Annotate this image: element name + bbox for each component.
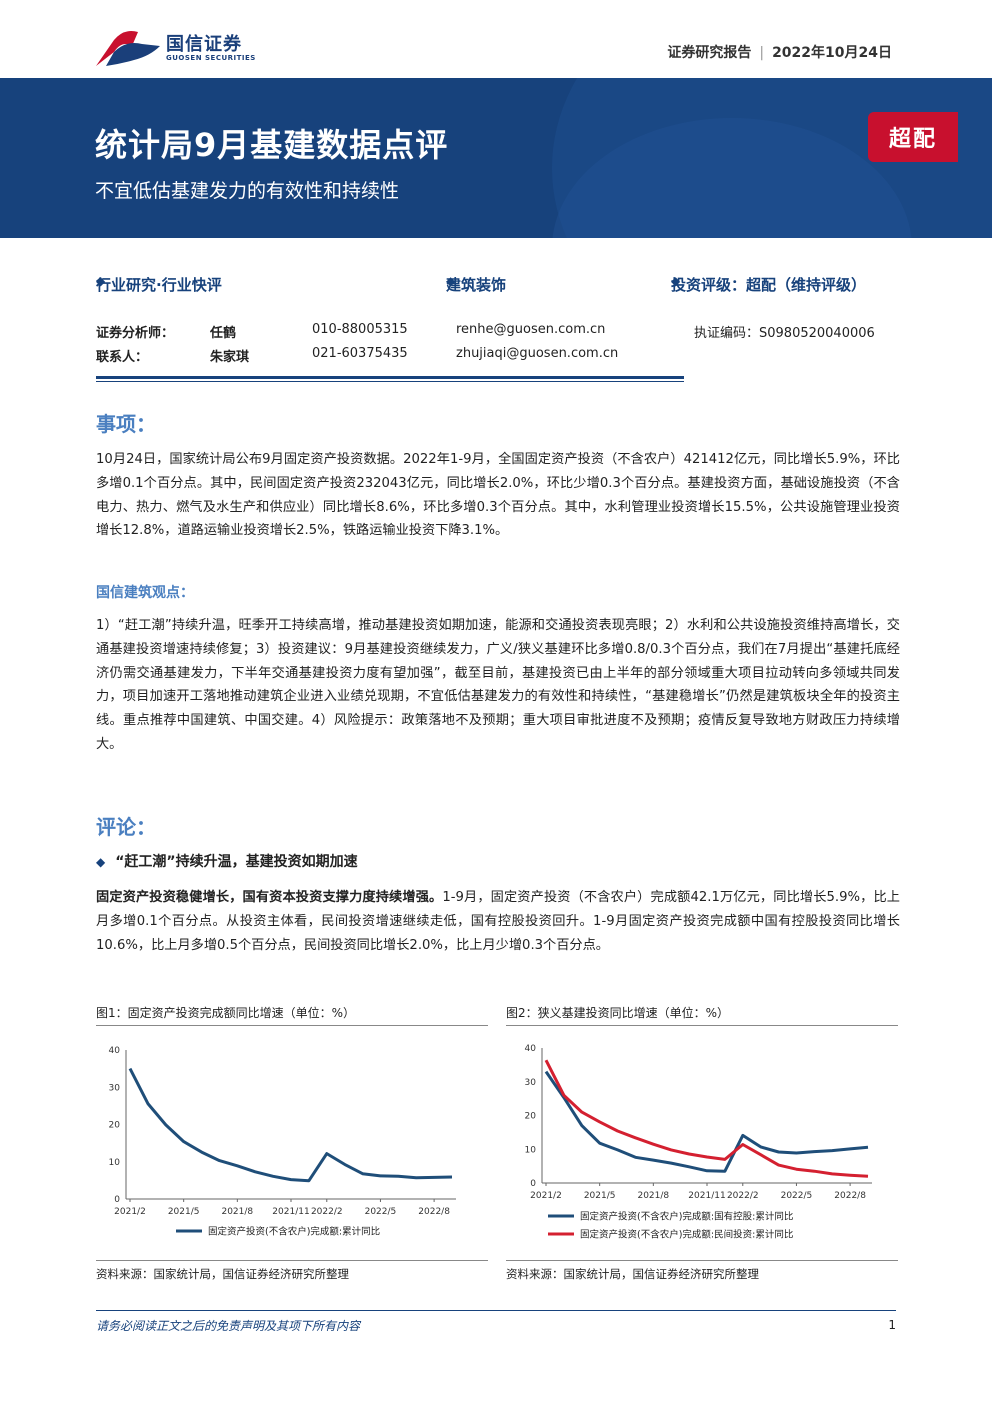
y-tick-label: 20 [109,1121,121,1131]
figure2-box: 0 10 20 30 40 2021/2 2021/5 2021/8 2021/11 2022/2… [506,1025,898,1261]
legend-label-1: 固定资产投资(不含农户)完成额:民间投资:累计同比 [580,1229,793,1241]
figure2-chart: 0 10 20 30 40 2021/2 2021/5 2021/8 2021/11 2022/2… [525,1044,872,1241]
view-heading: 国信建筑观点： [96,585,194,601]
comment-lead: 固定资产投资稳健增长，国有资本投资支撑力度持续增强。 [96,890,443,905]
analyst-name: 任鹤 [210,326,237,341]
analyst-phone: 010-88005315 [312,322,408,337]
report-tag: 证券研究报告 | 2022年10月24日 [667,42,892,62]
contact-row: 联系人： 朱家琪 021-60375435 zhujiaqi@guosen.co… [96,346,896,365]
y-tick-label: 10 [525,1145,537,1155]
diamond-icon: ◆ [671,274,681,288]
event-paragraph: 10月24日，国家统计局公布9月固定资产投资数据。2022年1-9月，全国固定资… [96,452,900,539]
analyst-email[interactable]: renhe@guosen.com.cn [456,322,606,337]
figure2-title: 图2：狭义基建投资同比增速（单位：%） [506,1006,730,1020]
diamond-icon: ◆ [446,274,456,288]
report-title: 统计局9月基建数据点评 [95,126,449,164]
x-tick-label: 2021/2 [530,1191,562,1201]
y-tick-label: 10 [109,1158,121,1168]
diamond-icon: ◆ [96,274,106,288]
comment-body: 1-9月，固定资产投资（不含农户）完成额42.1万亿元，同比增长5.9%，比上月… [96,890,900,953]
report-type: 证券研究报告 [667,45,752,61]
diamond-icon: ◆ [96,855,106,869]
logo-mark-icon [96,31,160,66]
series-line-0 [544,1070,869,1173]
bullet-heading-text: “赶工潮”持续升温，基建投资如期加速 [115,854,358,870]
x-tick-label: 2021/5 [168,1207,200,1217]
contact-phone: 021-60375435 [312,346,408,361]
report-subtitle: 不宜低估基建发力的有效性和持续性 [95,180,400,202]
y-tick-label: 30 [109,1083,121,1093]
y-tick-label: 30 [525,1078,537,1088]
x-tick-label: 2021/11 [272,1207,309,1217]
x-tick-label: 2022/2 [311,1207,343,1217]
figure1-chart: 0 10 20 30 40 2021/2 2021/5 2021/8 2021/11 2022/2… [109,1046,456,1238]
x-tick-label: 2022/8 [418,1207,450,1217]
analyst-label: 证券分析师： [96,326,175,341]
divider [96,376,684,379]
x-tick-label: 2022/2 [727,1191,759,1201]
disclaimer-note: 请务必阅读正文之后的免责声明及其项下所有内容 [96,1319,361,1333]
legend-label-0: 固定资产投资(不含农户)完成额:国有控股:累计同比 [580,1211,793,1223]
x-tick-label: 2021/5 [584,1191,616,1201]
x-tick-label: 2021/8 [221,1207,253,1217]
figure1-source: 资料来源：国家统计局，国信证券经济研究所整理 [96,1267,349,1281]
legend-label-0: 固定资产投资(不含农户)完成额:累计同比 [208,1226,380,1238]
figure2-source: 资料来源：国家统计局，国信证券经济研究所整理 [506,1267,759,1281]
analyst-row: 证券分析师： 任鹤 010-88005315 renhe@guosen.com.… [96,322,896,341]
x-tick-label: 2022/5 [365,1207,397,1217]
rating-text: 投资评级：超配（维持评级） [671,276,867,294]
series-line-0 [128,1067,453,1183]
logo-text-cn: 国信证券 [166,34,242,55]
page-number: 1 [888,1318,896,1332]
separator: | [759,45,765,61]
x-tick-label: 2021/11 [688,1191,725,1201]
figure1-title: 图1：固定资产投资完成额同比增速（单位：%） [96,1006,356,1020]
series-line-1 [544,1059,869,1178]
y-tick-label: 0 [530,1179,536,1189]
page-header: 国信证券 GUOSEN SECURITIES 证券研究报告 | 2022年10月24… [0,0,992,78]
bullet-heading: ◆ “赶工潮”持续升温，基建投资如期加速 [96,851,358,871]
company-logo: 国信证券 GUOSEN SECURITIES [92,26,272,70]
industry-text: 建筑装饰 [446,276,507,294]
event-heading: 事项： [96,412,156,436]
y-tick-label: 40 [525,1044,537,1054]
comment-paragraph: 固定资产投资稳健增长，国有资本投资支撑力度持续增强。1-9月，固定资产投资（不含… [96,886,900,957]
x-tick-label: 2021/2 [114,1207,146,1217]
x-tick-label: 2021/8 [637,1191,669,1201]
rating-badge: 超配 [868,112,958,162]
comment-heading: 评论： [96,815,156,839]
analyst-cert: 执证编码：S0980520040006 [694,326,875,341]
report-date: 2022年10月24日 [772,45,892,61]
y-tick-label: 40 [109,1046,121,1056]
info-row: ◆ 行业研究·行业快评 ◆ 建筑装饰 ◆ 投资评级：超配（维持评级） [96,274,896,294]
figure1-box: 0 10 20 30 40 2021/2 2021/5 2021/8 2021/11 2022/2… [96,1025,488,1261]
x-tick-label: 2022/8 [834,1191,866,1201]
logo-text-en: GUOSEN SECURITIES [166,54,256,62]
category-text: 行业研究·行业快评 [96,276,222,294]
contact-name: 朱家琪 [210,350,250,365]
y-tick-label: 0 [114,1195,120,1205]
contact-email[interactable]: zhujiaqi@guosen.com.cn [456,346,619,361]
divider-thin [96,381,684,382]
contact-label: 联系人： [96,350,149,365]
title-banner: 统计局9月基建数据点评 不宜低估基建发力的有效性和持续性 超配 [0,78,992,238]
y-tick-label: 20 [525,1112,537,1122]
footer-divider [96,1310,896,1311]
view-paragraph: 1）“赶工潮”持续升温，旺季开工持续高增，推动基建投资如期加速，能源和交通投资表… [96,618,900,752]
x-tick-label: 2022/5 [781,1191,813,1201]
